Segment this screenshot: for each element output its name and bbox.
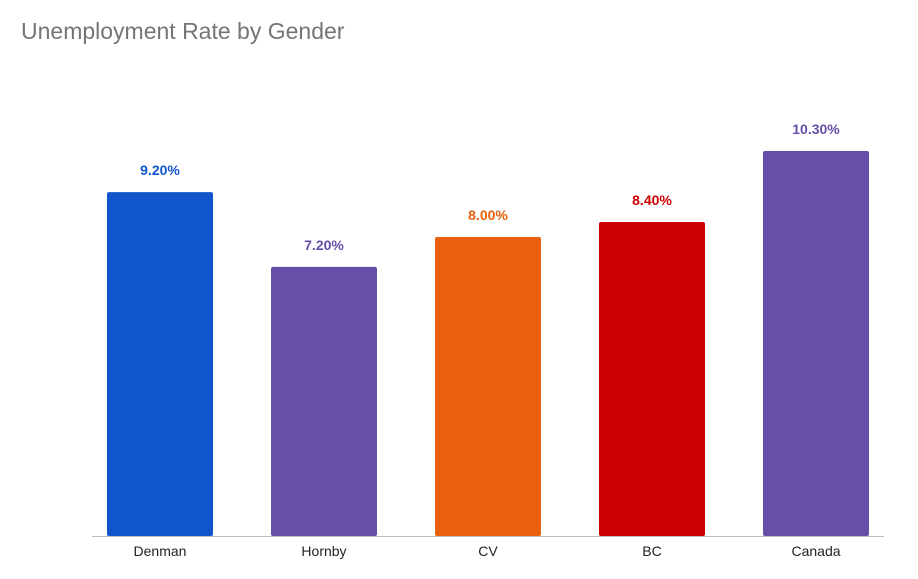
bars-group bbox=[107, 151, 869, 537]
data-label-canada: 10.30% bbox=[792, 121, 840, 137]
data-label-bc: 8.40% bbox=[632, 192, 672, 208]
x-tick-label-denman: Denman bbox=[134, 543, 187, 559]
x-tick-label-hornby: Hornby bbox=[301, 543, 346, 559]
data-label-denman: 9.20% bbox=[140, 162, 180, 178]
bar-canada bbox=[763, 151, 869, 536]
data-labels-group: 9.20% 7.20% 8.00% 8.40% 10.30% bbox=[140, 121, 840, 253]
x-tick-label-bc: BC bbox=[642, 543, 661, 559]
bar-denman bbox=[107, 192, 213, 536]
chart-title: Unemployment Rate by Gender bbox=[21, 18, 345, 44]
data-label-hornby: 7.20% bbox=[304, 237, 344, 253]
x-tick-label-canada: Canada bbox=[791, 543, 840, 559]
data-label-cv: 8.00% bbox=[468, 207, 508, 223]
bar-cv bbox=[435, 236, 541, 536]
x-tick-labels-group: Denman Hornby CV BC Canada bbox=[134, 543, 841, 559]
bar-bc bbox=[599, 222, 705, 537]
bar-hornby bbox=[271, 266, 377, 536]
x-tick-label-cv: CV bbox=[478, 543, 498, 559]
